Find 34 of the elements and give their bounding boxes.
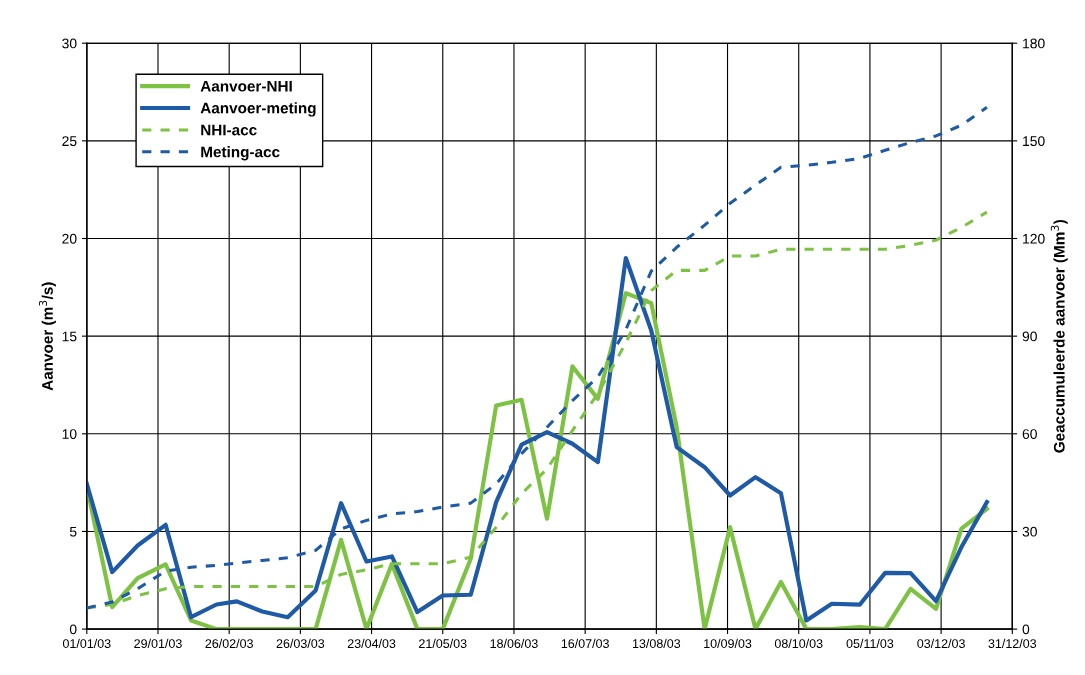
y2-tick-label: 120 [1023, 233, 1045, 244]
y2-tick-label: 30 [1022, 526, 1037, 537]
legend-label: Aanvoer-meting [200, 102, 316, 117]
legend-label: Meting-acc [201, 146, 280, 161]
x-tick-label: 31/12/03 [988, 638, 1037, 648]
x-tick-label: 29/01/03 [134, 638, 182, 648]
y-tick-label: 25 [62, 136, 77, 147]
x-tick-label: 21/05/03 [419, 638, 467, 648]
y2-tick-label: 180 [1023, 38, 1045, 49]
x-tick-label: 18/06/03 [490, 638, 538, 648]
x-tick-label: 13/08/03 [632, 638, 681, 648]
y-tick-label: 20 [62, 233, 77, 244]
y-tick-label: 5 [69, 526, 77, 537]
x-tick-label: 26/02/03 [205, 638, 253, 648]
x-tick-label: 05/11/03 [846, 638, 894, 648]
x-tick-label: 26/03/03 [276, 638, 325, 648]
y2-tick-label: 0 [1022, 624, 1030, 635]
x-tick-label: 23/04/03 [347, 638, 396, 648]
y2-axis-title: Geaccumuleerde aanvoer (Mm$^{3}$) [1050, 219, 1068, 453]
y-tick-label: 10 [62, 429, 77, 439]
y2-tick-label: 150 [1023, 136, 1045, 147]
x-tick-label: 16/07/03 [561, 638, 609, 648]
x-tick-label: 03/12/03 [917, 638, 965, 648]
y2-tick-label: 60 [1022, 429, 1037, 439]
y-tick-label: 30 [62, 38, 77, 49]
y-tick-label: 15 [62, 331, 77, 342]
x-tick-label: 10/09/03 [704, 638, 752, 648]
legend-label: Aanvoer-NHI [200, 80, 292, 92]
y-tick-label: 0 [69, 624, 77, 635]
legend-label: NHI-acc [201, 124, 257, 136]
x-tick-label: 01/01/03 [62, 638, 111, 648]
y-axis-title: Aanvoer (m$^{3}$/s) [38, 282, 56, 391]
x-tick-label: 08/10/03 [774, 638, 823, 648]
y2-tick-label: 90 [1022, 331, 1037, 342]
